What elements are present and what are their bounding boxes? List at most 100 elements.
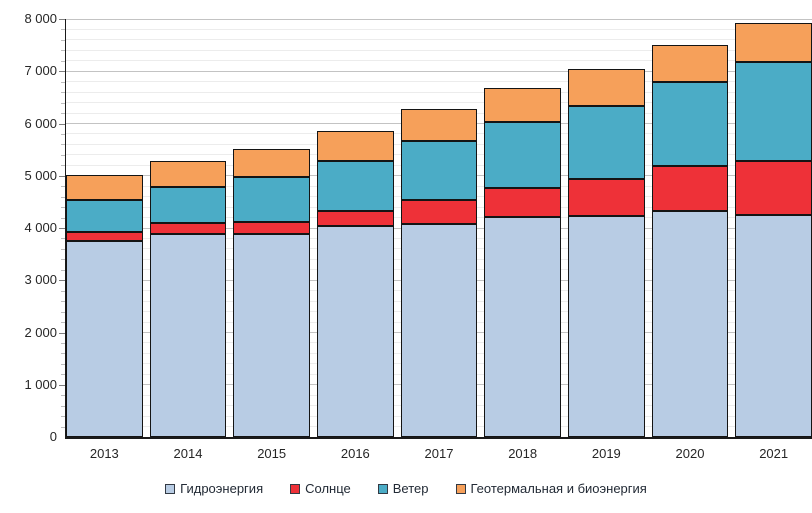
minor-tick [61, 416, 65, 418]
bar-segment-Ветер [400, 141, 478, 201]
legend-marker-icon [455, 483, 466, 494]
bar-2018 [484, 88, 561, 437]
x-tick-label: 2021 [759, 446, 789, 461]
minor-tick [61, 342, 65, 344]
minor-gridline [66, 91, 812, 93]
minor-tick [61, 248, 65, 250]
bar-segment-Солнце [568, 178, 645, 216]
bar-segment-Геотермальная и биоэнергия [233, 149, 310, 178]
legend-item: Ветер [377, 481, 429, 496]
bar-segment-Гидроэнергия [651, 211, 729, 437]
major-tick [59, 123, 65, 125]
bar-segment-Геотермальная и биоэнергия [149, 160, 227, 188]
minor-tick [61, 217, 65, 219]
bar-2015 [233, 149, 310, 437]
minor-tick [61, 311, 65, 313]
minor-tick [61, 165, 65, 167]
y-tick-label: 2 000 [24, 324, 57, 340]
bar-segment-Ветер [317, 160, 394, 211]
bar-segment-Геотермальная и биоэнергия [568, 69, 645, 107]
legend-label: Ветер [392, 481, 429, 496]
bar-segment-Геотермальная и биоэнергия [484, 88, 561, 122]
bar-segment-Гидроэнергия [317, 226, 394, 437]
bar-segment-Геотермальная и биоэнергия [400, 109, 478, 142]
x-tick-label: 2014 [173, 446, 203, 461]
major-tick [59, 384, 65, 386]
minor-tick [61, 102, 65, 104]
minor-gridline [66, 49, 812, 51]
minor-tick [61, 322, 65, 324]
legend-item: Солнце [290, 481, 351, 496]
legend-item: Гидроэнергия [165, 481, 263, 496]
minor-tick [61, 301, 65, 303]
bar-segment-Солнце [651, 165, 729, 212]
major-tick [59, 175, 65, 177]
minor-tick [61, 81, 65, 83]
x-tick-label: 2013 [89, 446, 119, 461]
minor-tick [61, 259, 65, 261]
bar-segment-Солнце [66, 232, 143, 241]
y-tick-label: 1 000 [24, 376, 57, 392]
y-tick-label: 3 000 [24, 272, 57, 288]
legend: Гидроэнергия Солнце Ветер Геотермальная и б… [0, 481, 812, 496]
minor-tick [61, 374, 65, 376]
x-axis-line [65, 437, 812, 439]
bar-2016 [317, 130, 394, 437]
bar-2020 [651, 44, 729, 437]
major-gridline [66, 70, 812, 72]
bar-segment-Гидроэнергия [484, 216, 561, 437]
major-tick [59, 332, 65, 334]
legend-marker-icon [377, 483, 388, 494]
minor-tick [61, 238, 65, 240]
minor-tick [61, 113, 65, 115]
plot-area [66, 18, 812, 437]
y-tick-label: 0 [49, 429, 57, 444]
y-axis-line [65, 19, 66, 437]
legend-label: Солнце [305, 481, 351, 496]
minor-tick [61, 196, 65, 198]
x-tick-label: 2017 [424, 446, 454, 461]
bar-2021 [735, 22, 812, 437]
legend-label: Геотермальная и биоэнергия [470, 481, 647, 496]
major-gridline [66, 18, 812, 20]
minor-tick [61, 363, 65, 365]
minor-tick [61, 50, 65, 52]
bar-segment-Солнце [233, 221, 310, 235]
legend-marker-icon [290, 483, 301, 494]
bar-segment-Геотермальная и биоэнергия [66, 174, 143, 200]
bar-2014 [149, 160, 227, 437]
bar-2017 [400, 109, 478, 437]
x-tick-label: 2020 [675, 446, 705, 461]
bar-segment-Гидроэнергия [149, 234, 227, 437]
x-tick-label: 2016 [340, 446, 370, 461]
minor-gridline [66, 102, 812, 104]
y-tick-label: 7 000 [24, 63, 57, 79]
bar-segment-Ветер [568, 106, 645, 179]
bar-segment-Гидроэнергия [233, 234, 310, 437]
bar-segment-Геотермальная и биоэнергия [317, 130, 394, 161]
minor-tick [61, 405, 65, 407]
bar-segment-Солнце [149, 223, 227, 235]
minor-tick [61, 207, 65, 209]
y-tick-label: 8 000 [24, 11, 57, 26]
minor-tick [61, 426, 65, 428]
minor-tick [61, 39, 65, 41]
x-tick-label: 2018 [508, 446, 538, 461]
bar-2019 [568, 69, 645, 437]
minor-tick [61, 133, 65, 135]
major-tick [59, 19, 65, 20]
bar-segment-Солнце [735, 160, 812, 216]
minor-tick [61, 60, 65, 62]
minor-tick [61, 92, 65, 94]
x-tick-label: 2019 [591, 446, 621, 461]
x-tick-label: 2015 [257, 446, 287, 461]
y-tick-label: 4 000 [24, 220, 57, 235]
bar-segment-Гидроэнергия [735, 215, 812, 437]
minor-tick [61, 395, 65, 397]
bar-segment-Гидроэнергия [400, 224, 478, 437]
bar-segment-Ветер [66, 199, 143, 233]
bar-segment-Геотермальная и биоэнергия [651, 44, 729, 82]
bar-segment-Солнце [484, 188, 561, 217]
legend-marker-icon [165, 483, 176, 494]
